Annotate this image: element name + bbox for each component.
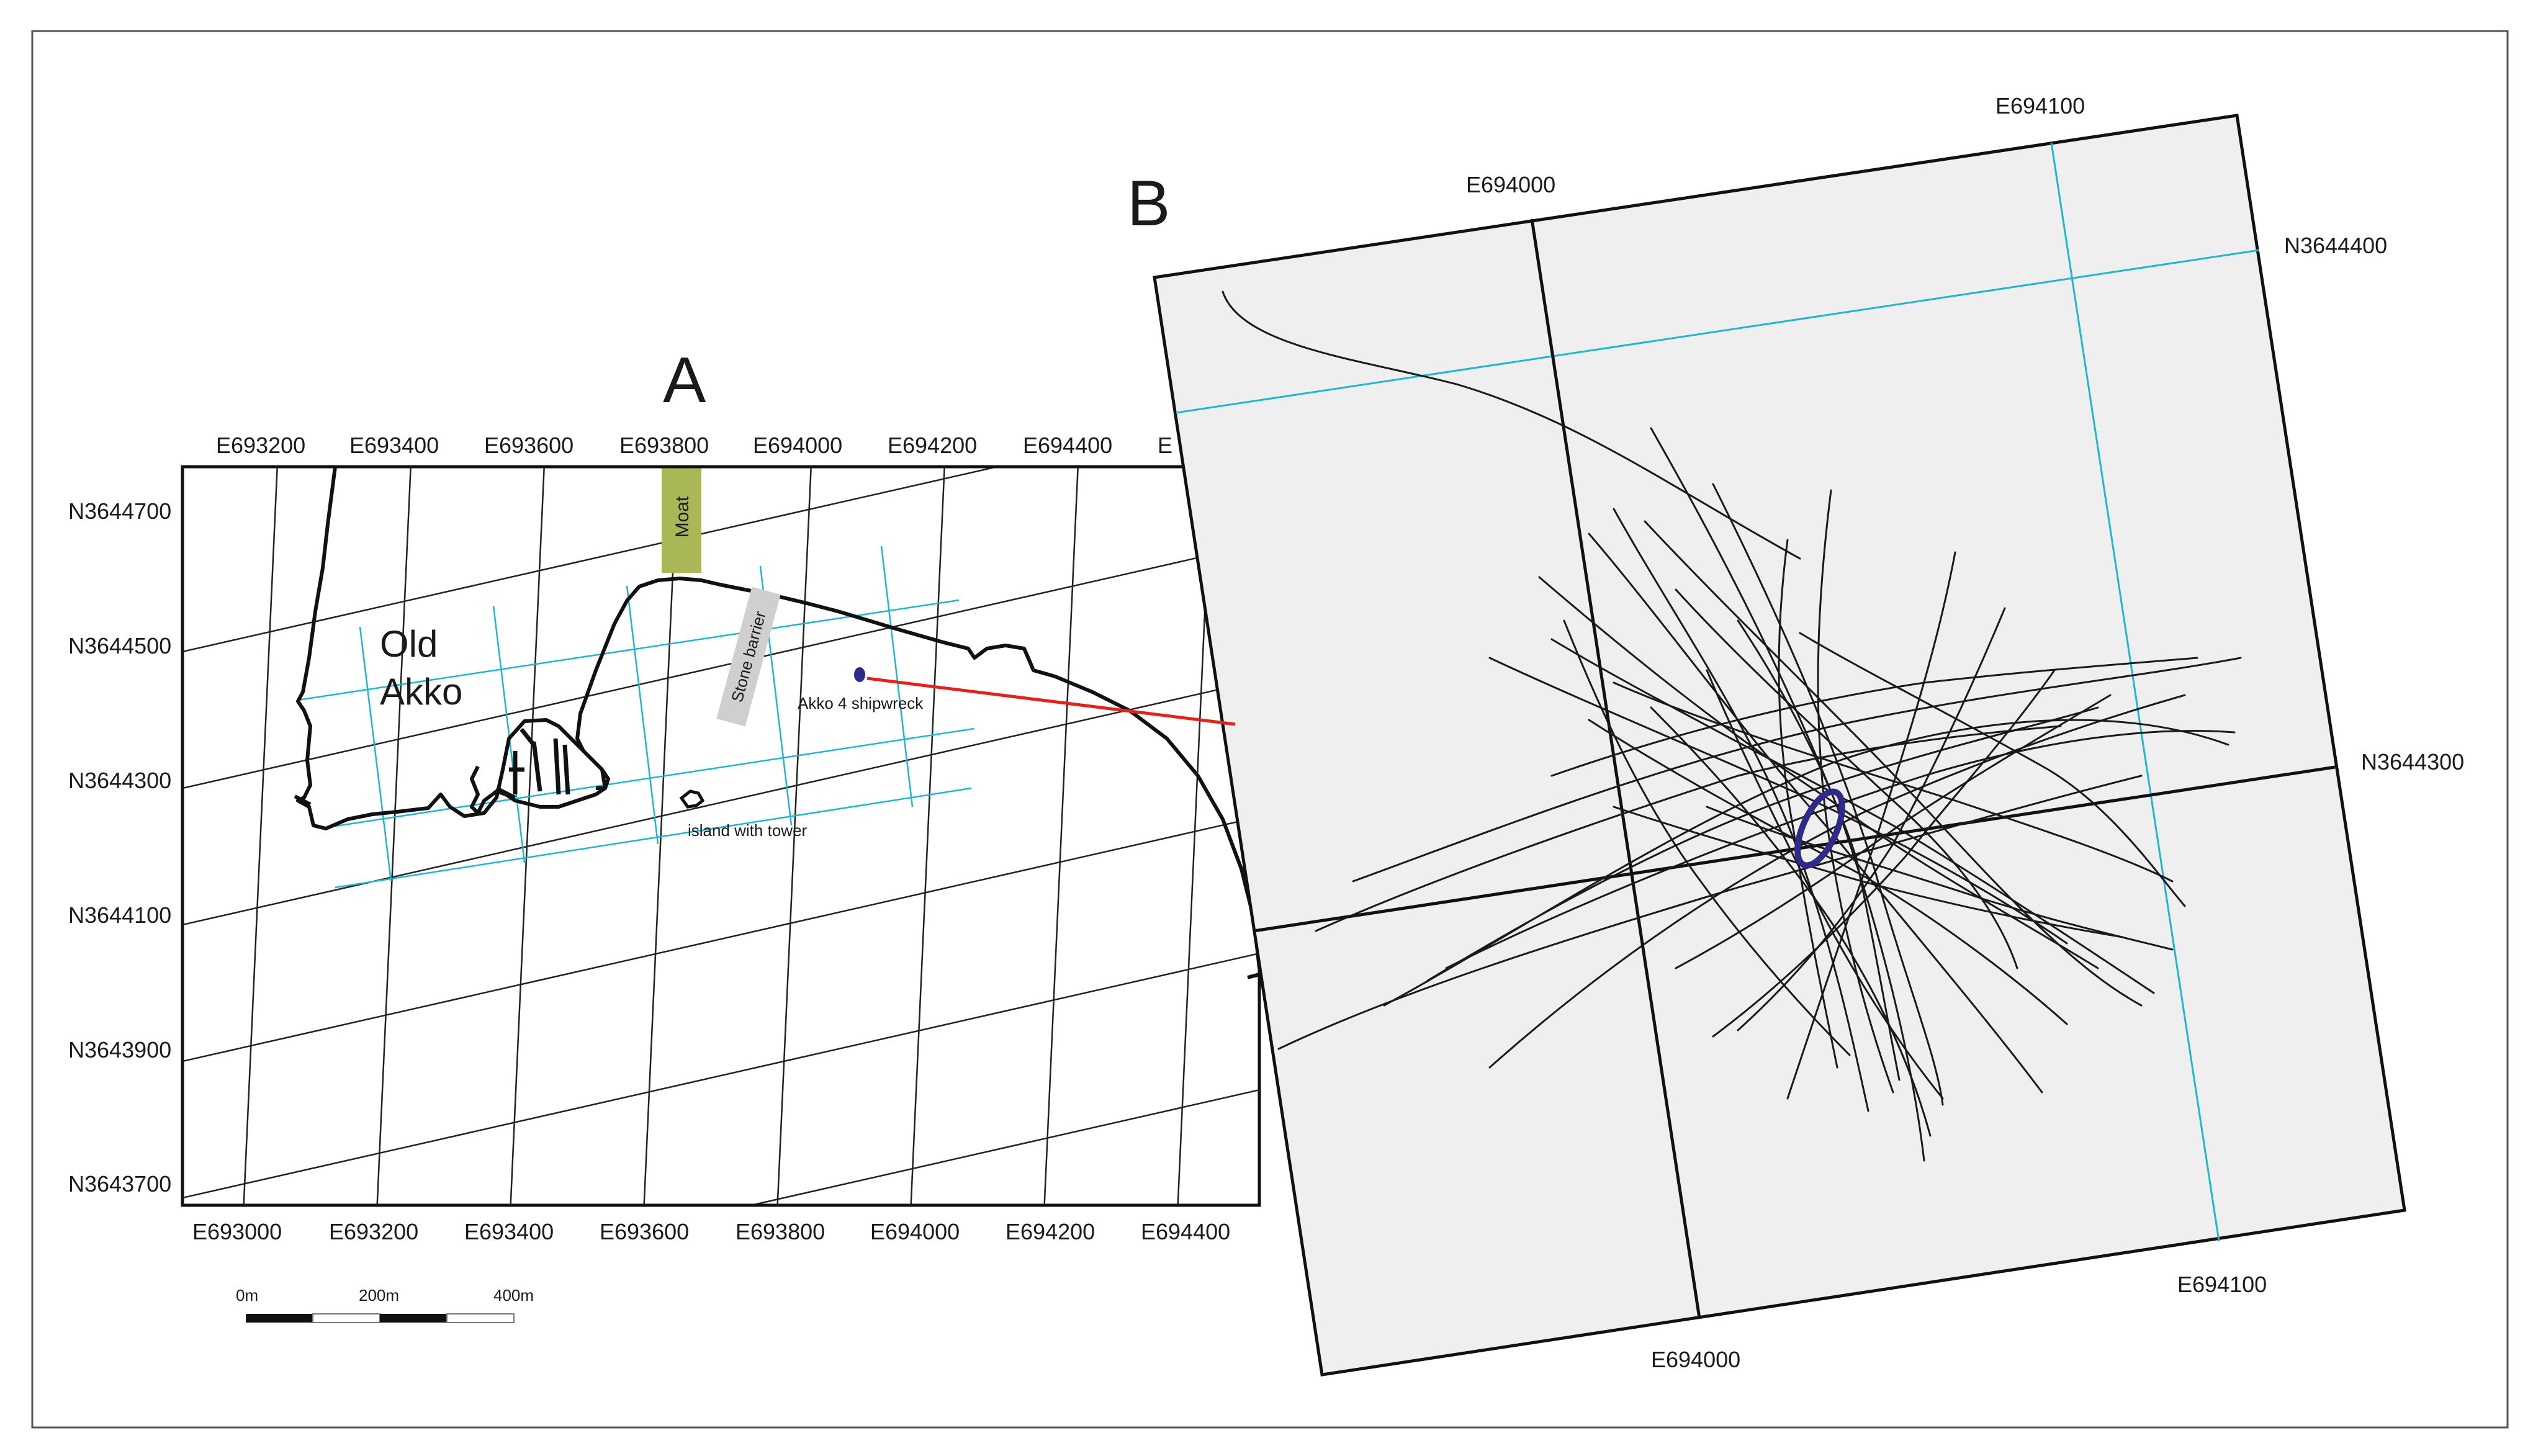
y-label: N3644100 bbox=[68, 902, 171, 928]
top-x-label: E693400 bbox=[349, 433, 439, 458]
label-top-left-e: E694000 bbox=[1466, 172, 1555, 197]
panel-a-y-labels: N3644700 N3644500 N3644300 N3644100 N364… bbox=[68, 498, 171, 1197]
top-x-label: E693200 bbox=[216, 433, 305, 458]
stone-barrier-band bbox=[716, 586, 781, 727]
bottom-x-label: E693400 bbox=[464, 1219, 554, 1244]
coastline bbox=[296, 467, 1259, 969]
scale-label-0: 0m bbox=[236, 1286, 258, 1305]
top-x-label: E694200 bbox=[888, 433, 977, 458]
place-label-akko: Akko bbox=[380, 671, 462, 712]
bottom-x-label: E694000 bbox=[870, 1219, 960, 1244]
scale-bar: 0m 200m 400m bbox=[236, 1286, 534, 1323]
panel-a-grid bbox=[182, 467, 1259, 1205]
moat-label: Moat bbox=[672, 496, 693, 537]
scale-seg-1 bbox=[246, 1314, 313, 1323]
top-x-label: E693600 bbox=[484, 433, 574, 458]
shipwreck-area-ellipse bbox=[1794, 788, 1845, 869]
panel-a-letter: A bbox=[663, 344, 706, 416]
panel-a: Moat Stone barrier Akko 4 shipwreck isla… bbox=[68, 344, 1261, 1323]
figure-border bbox=[31, 30, 2509, 1429]
panel-a-frame-bg bbox=[182, 467, 1259, 1205]
panel-b: B bbox=[1127, 93, 2464, 1377]
cyan-grid-e694100 bbox=[2050, 142, 2220, 1242]
cyan-grid-n3644400 bbox=[1176, 249, 2260, 414]
shipwreck-marker bbox=[854, 667, 865, 682]
label-bottom-right-e: E694100 bbox=[2177, 1272, 2267, 1297]
top-x-label: E694000 bbox=[753, 433, 842, 458]
island-with-tower-shape bbox=[679, 789, 705, 809]
bottom-x-label: E694400 bbox=[1141, 1219, 1230, 1244]
panel-a-bottom-x-labels: E693000 E693200 E693400 E693600 E693800 … bbox=[192, 1219, 1230, 1244]
label-right-mid-n: N3644300 bbox=[2361, 749, 2464, 775]
y-label: N3644700 bbox=[68, 498, 171, 524]
y-label: N3644300 bbox=[68, 768, 171, 793]
panel-b-letter: B bbox=[1127, 168, 1170, 240]
survey-tracklines bbox=[1222, 290, 2242, 1162]
top-x-label: E694400 bbox=[1023, 433, 1112, 458]
bottom-x-label: E693000 bbox=[192, 1219, 282, 1244]
scale-seg-2 bbox=[312, 1313, 380, 1323]
panel-a-local-grid bbox=[297, 546, 975, 889]
label-right-top-n: N3644400 bbox=[2284, 233, 2387, 258]
top-x-label: E bbox=[1158, 433, 1172, 458]
top-x-label: E693800 bbox=[619, 433, 709, 458]
callout-line bbox=[866, 676, 1236, 726]
label-bottom-mid-e: E694000 bbox=[1651, 1347, 1740, 1372]
bottom-x-label: E693200 bbox=[329, 1219, 418, 1244]
harbour-moles bbox=[509, 727, 570, 795]
scale-seg-4 bbox=[446, 1313, 515, 1323]
place-label-old: Old bbox=[380, 623, 438, 665]
y-label: N3643900 bbox=[68, 1037, 171, 1063]
panel-a-top-x-labels: E693200 E693400 E693600 E693800 E694000 … bbox=[216, 433, 1172, 458]
grid-e694000 bbox=[1530, 218, 1701, 1319]
scale-label-400: 400m bbox=[493, 1286, 534, 1305]
bottom-x-label: E694200 bbox=[1006, 1219, 1095, 1244]
bottom-x-label: E693800 bbox=[736, 1219, 825, 1244]
island-label: island with tower bbox=[688, 821, 808, 840]
shipwreck-label: Akko 4 shipwreck bbox=[798, 694, 924, 712]
bottom-x-label: E693600 bbox=[600, 1219, 689, 1244]
moat-band bbox=[662, 467, 701, 573]
scale-seg-3 bbox=[380, 1314, 447, 1323]
y-label: N3644500 bbox=[68, 633, 171, 658]
scale-label-200: 200m bbox=[359, 1286, 399, 1305]
label-top-right-e: E694100 bbox=[1995, 93, 2085, 119]
coast-marker bbox=[294, 794, 1259, 979]
y-label: N3643700 bbox=[68, 1171, 171, 1197]
